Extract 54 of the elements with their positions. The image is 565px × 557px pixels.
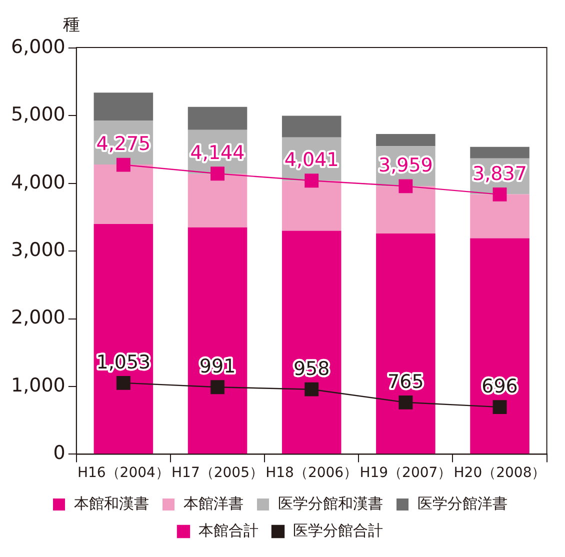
y-tick-label: 2,000 (10, 306, 66, 329)
bar (94, 164, 154, 224)
bar (282, 116, 342, 138)
bar (94, 224, 154, 454)
point (116, 158, 130, 172)
bar (470, 194, 530, 238)
bar (376, 234, 436, 454)
point (492, 187, 507, 202)
y-tick-label: 4,000 (10, 171, 66, 194)
legend-label: 本館和漢書 (74, 494, 149, 512)
point (210, 380, 224, 394)
bar (376, 186, 436, 234)
data-label: 4,144 (190, 142, 245, 164)
y-tick-label: 6,000 (10, 36, 66, 58)
bar (188, 106, 248, 130)
data-label: 4,275 (96, 133, 151, 156)
point (304, 174, 319, 188)
data-label: 696 (482, 376, 518, 398)
point (304, 382, 319, 396)
data-label: 1,053 (96, 351, 151, 374)
point (398, 179, 413, 194)
point (116, 376, 130, 390)
bar (470, 146, 530, 158)
bar (376, 134, 436, 146)
legend-label: 医学分館和漢書 (278, 494, 383, 512)
y-tick-label: 3,000 (10, 239, 66, 262)
y-tick-label: 1,000 (10, 374, 66, 396)
point (492, 400, 507, 414)
bar (188, 227, 248, 454)
bar (282, 230, 342, 454)
point (210, 166, 224, 181)
bar (282, 180, 342, 231)
x-tick-label: H18（2006） (266, 465, 358, 482)
point (398, 395, 413, 410)
legend-label: 本館洋書 (184, 494, 244, 512)
data-label: 3,959 (378, 154, 433, 177)
data-label: 765 (388, 370, 424, 393)
x-tick-label: H16（2004） (77, 465, 170, 482)
x-tick-label: H19（2007） (360, 465, 452, 482)
y-tick-label: 5,000 (10, 104, 66, 126)
x-tick-label: H20（2008） (454, 465, 546, 482)
legend-label: 医学分館洋書 (418, 494, 508, 512)
data-label: 991 (199, 356, 236, 378)
data-label: 3,837 (472, 162, 527, 185)
x-tick-label: H17（2005） (172, 465, 264, 482)
legend-label: 医学分館合計 (293, 521, 383, 540)
data-label: 4,041 (284, 149, 339, 172)
bar (470, 238, 530, 454)
legend-label: 本館合計 (198, 521, 258, 540)
y-axis-title: 種 (62, 14, 80, 35)
bar (188, 174, 248, 228)
data-label: 958 (293, 358, 330, 380)
y-tick-label: 0 (53, 442, 66, 464)
bar (94, 92, 154, 120)
